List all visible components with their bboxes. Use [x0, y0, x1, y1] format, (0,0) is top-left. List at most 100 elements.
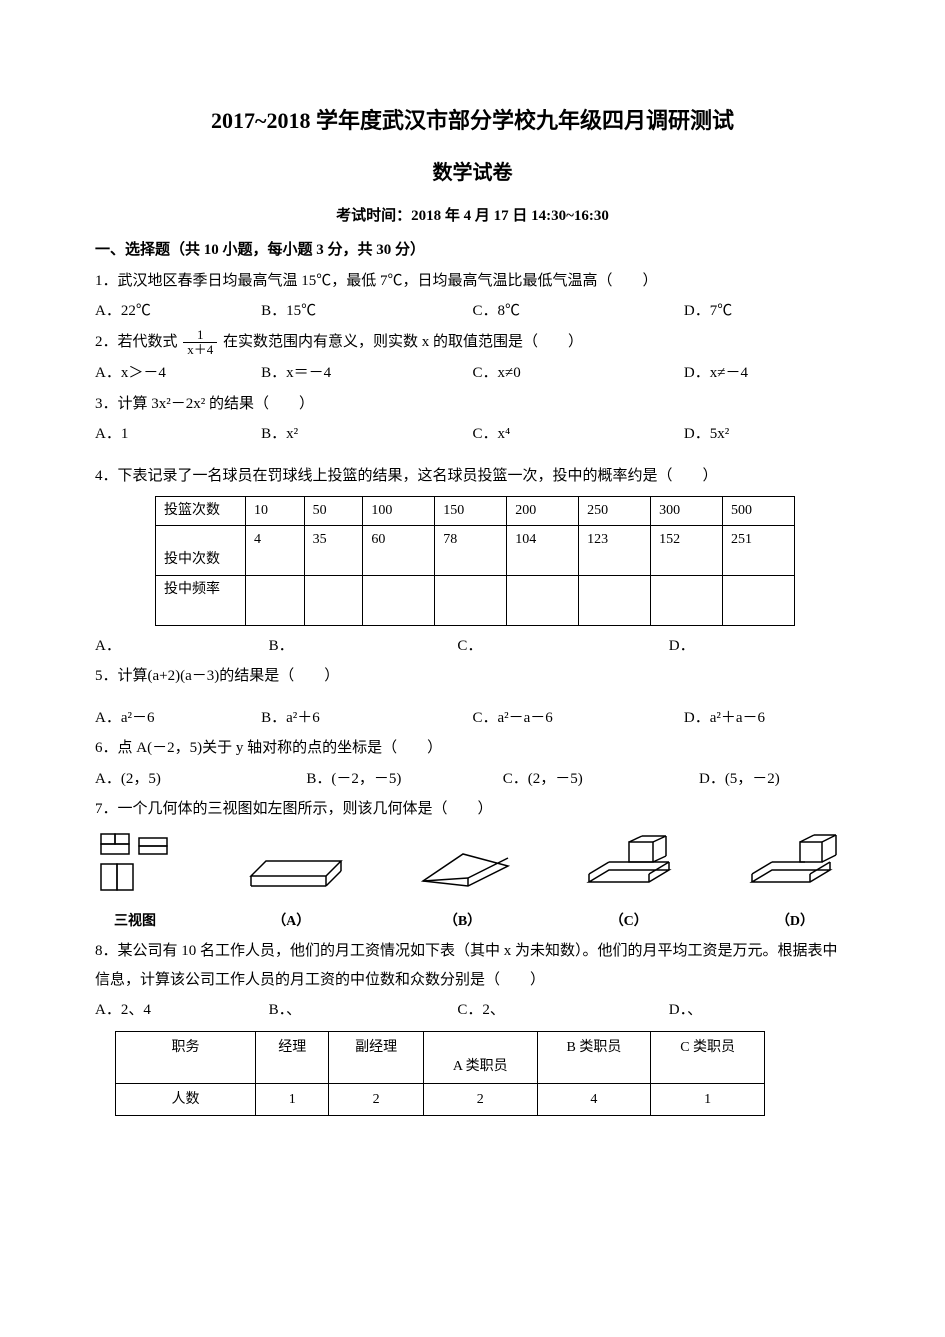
q2-opt-c: C．x≠0: [472, 359, 683, 388]
q5-options: A．a²－6 B．a²＋6 C．a²－a－6 D．a²＋a－6: [95, 704, 850, 733]
q3-opt-a: A．1: [95, 420, 261, 449]
question-6: 6．点 A(－2，5)关于 y 轴对称的点的坐标是（ ）: [95, 734, 850, 763]
q3-opt-b: B．x²: [261, 420, 472, 449]
tiny-note-2: [95, 693, 850, 702]
q1-opt-b: B．15℃: [261, 297, 472, 326]
q8-opt-b: B．、: [269, 996, 458, 1025]
q4-r2-3: 78: [435, 525, 507, 575]
q8-h2: 副经理: [329, 1031, 423, 1083]
q1-options: A．22℃ B．15℃ C．8℃ D．7℃: [95, 297, 850, 326]
q6-opt-c: C．(2，－5): [503, 765, 699, 794]
q4-h1: 10: [246, 497, 305, 526]
q8-r-2: 2: [423, 1083, 537, 1116]
q7-fig-a: （A）: [231, 836, 351, 935]
q2-num: 1: [183, 328, 217, 343]
q2-opt-b: B．x＝－4: [261, 359, 472, 388]
q5-opt-d: D．a²＋a－6: [684, 704, 850, 733]
q4-h8: 500: [723, 497, 795, 526]
q8-h3-text: A 类职员: [453, 1059, 508, 1074]
q3-options: A．1 B．x² C．x⁴ D．5x²: [95, 420, 850, 449]
question-5: 5．计算(a+2)(a－3)的结果是（ ）: [95, 662, 850, 691]
q7-fig-b: （B）: [408, 836, 518, 935]
q8-opt-c: C．2、: [457, 996, 668, 1025]
solid-c-icon: [574, 832, 684, 894]
q5-opt-c: C．a²－a－6: [472, 704, 683, 733]
q8-h1: 经理: [256, 1031, 329, 1083]
question-2: 2．若代数式 1 x＋4 在实数范围内有意义，则实数 x 的取值范围是（ ）: [95, 328, 850, 358]
q4-options: A． B． C． D．: [95, 632, 850, 661]
q2-suffix: 在实数范围内有意义，则实数 x 的取值范围是（ ）: [223, 334, 583, 350]
q5-opt-b: B．a²＋6: [261, 704, 472, 733]
q6-opt-d: D．(5，－2): [699, 765, 850, 794]
q4-r3-7: [723, 575, 795, 625]
title-main: 2017~2018 学年度武汉市部分学校九年级四月调研测试: [95, 100, 850, 142]
q7-figures: 三视图 （A） （B）: [95, 830, 850, 935]
q4-opt-d: D．: [669, 632, 850, 661]
q4-r2-label: 投中次数: [156, 525, 246, 575]
q8-row-headers: 职务 经理 副经理 A 类职员 B 类职员 C 类职员: [116, 1031, 765, 1083]
section-header: 一、选择题（共 10 小题，每小题 3 分，共 30 分）: [95, 236, 850, 265]
q8-options: A．2、4 B．、 C．2、 D．、: [95, 996, 850, 1025]
q4-r3-label: 投中频率: [156, 575, 246, 625]
q7-c-label: （C）: [574, 909, 684, 936]
q2-opt-d: D．x≠－4: [684, 359, 850, 388]
q8-opt-a: A．2、4: [95, 996, 269, 1025]
q4-r2-7: 251: [723, 525, 795, 575]
solid-b-icon: [408, 836, 518, 894]
question-8: 8．某公司有 10 名工作人员，他们的月工资情况如下表（其中 x 为未知数）。他…: [95, 937, 850, 994]
q7-sv-label: 三视图: [95, 909, 175, 936]
q4-r2-0: 4: [246, 525, 305, 575]
q4-opt-a: A．: [95, 632, 269, 661]
title-sub: 数学试卷: [95, 154, 850, 192]
q1-opt-c: C．8℃: [472, 297, 683, 326]
question-7: 7．一个几何体的三视图如左图所示，则该几何体是（ ）: [95, 795, 850, 824]
q4-r2-4: 104: [507, 525, 579, 575]
q4-r3-4: [507, 575, 579, 625]
q4-h6: 250: [579, 497, 651, 526]
q1-opt-a: A．22℃: [95, 297, 261, 326]
question-3: 3．计算 3x²－2x² 的结果（ ）: [95, 390, 850, 419]
q3-opt-c: C．x⁴: [472, 420, 683, 449]
tiny-note-1: [95, 451, 850, 460]
q8-r-4: 1: [651, 1083, 765, 1116]
q4-row3: 投中频率: [156, 575, 795, 625]
q8-r-label: 人数: [116, 1083, 256, 1116]
q3-opt-d: D．5x²: [684, 420, 850, 449]
q7-a-label: （A）: [231, 909, 351, 936]
q4-h5: 200: [507, 497, 579, 526]
q2-den: x＋4: [183, 343, 217, 357]
q4-r2-label-text: 投中次数: [164, 552, 220, 567]
q4-r2-2: 60: [363, 525, 435, 575]
q8-row2: 人数 1 2 2 4 1: [116, 1083, 765, 1116]
question-1: 1．武汉地区春季日均最高气温 15℃，最低 7℃，日均最高气温比最低气温高（ ）: [95, 267, 850, 296]
q4-h3: 100: [363, 497, 435, 526]
q7-fig-d: （D）: [740, 832, 850, 935]
q7-fig-c: （C）: [574, 832, 684, 935]
q4-r3-3: [435, 575, 507, 625]
solid-d-icon: [740, 832, 850, 894]
q4-opt-b: B．: [269, 632, 458, 661]
q8-h4: B 类职员: [537, 1031, 651, 1083]
q8-r-3: 4: [537, 1083, 651, 1116]
q8-r-1: 2: [329, 1083, 423, 1116]
q4-r3-5: [579, 575, 651, 625]
q6-options: A．(2，5) B．(－2，－5) C．(2，－5) D．(5，－2): [95, 765, 850, 794]
q8-h3: A 类职员: [423, 1031, 537, 1083]
q8-h5: C 类职员: [651, 1031, 765, 1083]
q6-opt-b: B．(－2，－5): [306, 765, 502, 794]
q4-r2-5: 123: [579, 525, 651, 575]
q4-table: 投篮次数 10 50 100 150 200 250 300 500 投中次数 …: [155, 496, 795, 626]
q4-h4: 150: [435, 497, 507, 526]
q4-h7: 300: [651, 497, 723, 526]
q1-opt-d: D．7℃: [684, 297, 850, 326]
q8-table: 职务 经理 副经理 A 类职员 B 类职员 C 类职员 人数 1 2 2 4 1: [115, 1031, 765, 1117]
q2-opt-a: A．x＞－4: [95, 359, 261, 388]
q4-row2: 投中次数 4 35 60 78 104 123 152 251: [156, 525, 795, 575]
q4-opt-c: C．: [457, 632, 668, 661]
q7-three-views: 三视图: [95, 830, 175, 935]
q6-opt-a: A．(2，5): [95, 765, 306, 794]
q4-r3-2: [363, 575, 435, 625]
q7-b-label: （B）: [408, 909, 518, 936]
q4-r2-1: 35: [304, 525, 363, 575]
three-views-icon: [95, 830, 175, 894]
